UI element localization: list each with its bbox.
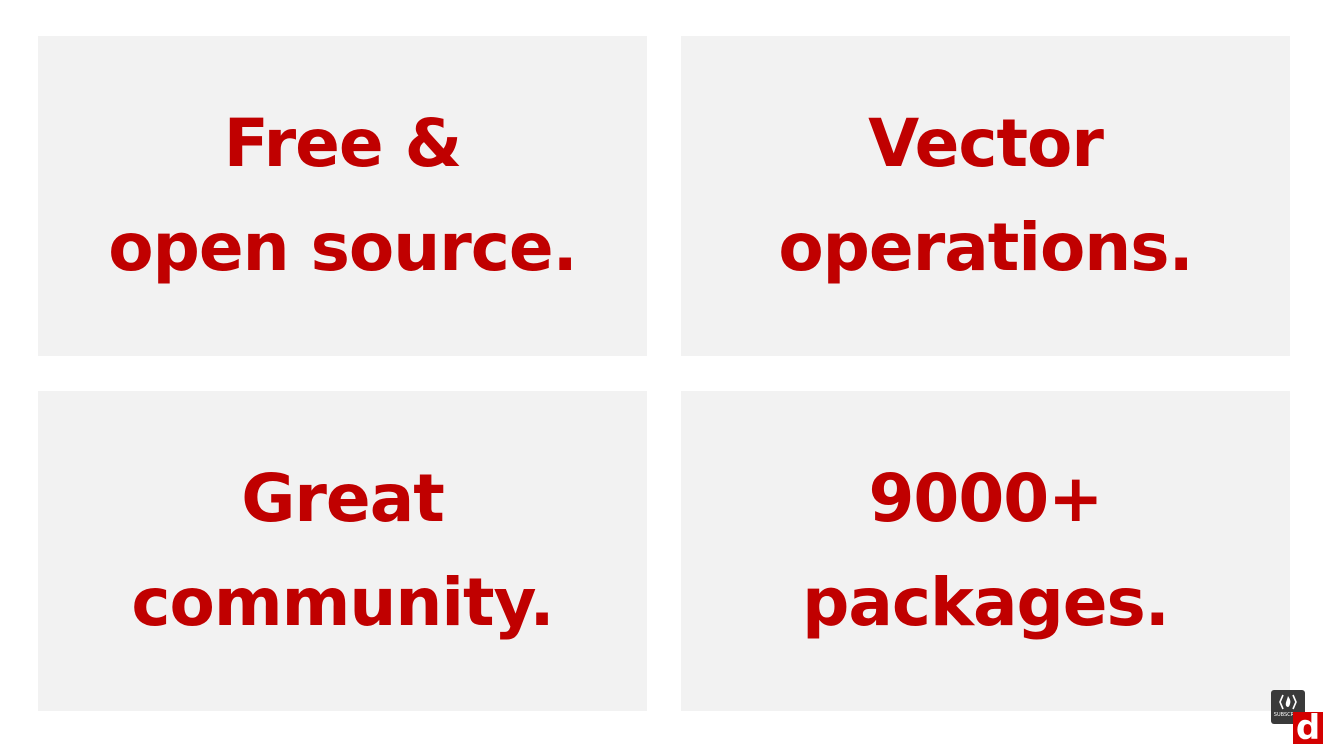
tile-line-2: community. [131, 564, 554, 641]
tile-line-1: Free & [223, 105, 462, 182]
tile-text: 9000+ packages. [802, 447, 1170, 655]
subscribe-label: SUBSCRIBE [1273, 712, 1303, 718]
logo: d [1293, 712, 1323, 744]
tile-line-2: open source. [108, 209, 577, 286]
subscribe-badge[interactable]: SUBSCRIBE [1271, 690, 1305, 724]
tile-text: Great community. [131, 447, 554, 655]
tile-line-1: Great [241, 460, 445, 537]
tile-text: Free & open source. [108, 92, 577, 300]
tile-line-1: 9000+ [868, 460, 1103, 537]
tile-text: Vector operations. [778, 92, 1193, 300]
tile-line-1: Vector [868, 105, 1104, 182]
tile-great-community: Great community. [38, 391, 647, 711]
flame-icon [1279, 694, 1297, 710]
tile-vector-operations: Vector operations. [681, 36, 1290, 356]
tile-line-2: operations. [778, 209, 1193, 286]
tile-free-open-source: Free & open source. [38, 36, 647, 356]
tile-line-2: packages. [802, 564, 1170, 641]
tile-packages: 9000+ packages. [681, 391, 1290, 711]
